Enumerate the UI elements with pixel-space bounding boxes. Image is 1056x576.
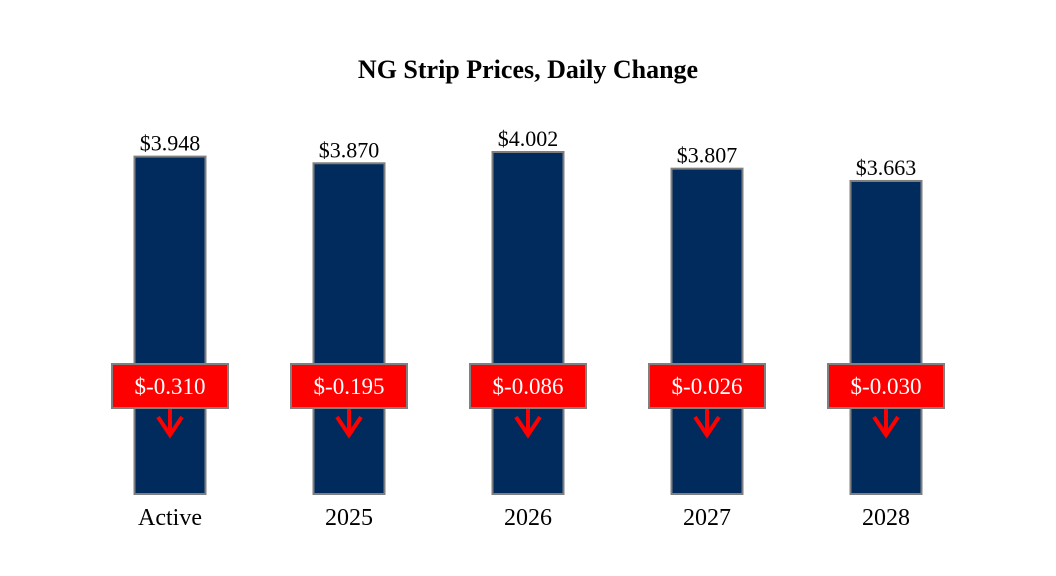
x-tick-label: 2027 [683,505,731,531]
change-label: $-0.026 [672,374,743,399]
change-label: $-0.030 [851,374,922,399]
bar-2028 [849,179,923,496]
change-badge [290,363,408,409]
change-badge [827,363,945,409]
change-badge [469,363,587,409]
value-label: $3.870 [319,137,380,162]
change-label: $-0.086 [493,374,564,399]
bar-active [133,155,207,495]
change-label: $-0.310 [135,374,206,399]
x-tick-label: 2025 [325,505,373,531]
arrow-down-icon [156,409,184,439]
arrow-down-icon [335,409,363,439]
x-tick-label: 2026 [504,505,552,531]
bar-2027 [670,167,744,496]
change-label: $-0.195 [314,374,385,399]
arrow-down-icon [693,409,721,439]
value-label: $3.807 [677,143,738,168]
x-tick-label: 2028 [862,505,910,531]
value-label: $3.663 [856,155,917,180]
arrow-down-icon [514,409,542,439]
bar-2025 [312,162,386,495]
chart-title: NG Strip Prices, Daily Change [358,55,698,84]
change-badge [648,363,766,409]
arrow-down-icon [872,409,900,439]
value-label: $3.948 [140,131,201,156]
bar-2026 [491,151,565,495]
x-tick-label: Active [138,505,202,531]
value-label: $4.002 [498,126,559,151]
change-badge [111,363,229,409]
